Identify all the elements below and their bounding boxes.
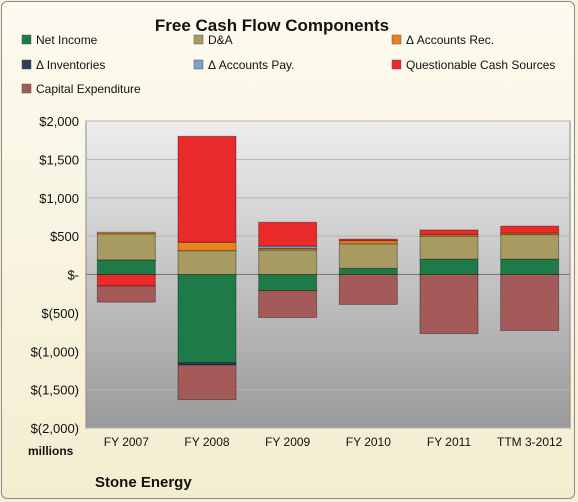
legend-label: D&A [208, 33, 233, 47]
y-tick-label: $(1,000) [31, 344, 79, 359]
legend: Net Income D&A Δ Accounts Rec. Δ Inventorie… [21, 33, 555, 96]
gridlines [86, 120, 570, 429]
x-axis: FY 2007 FY 2008 FY 2009 FY 2010 FY 2011 TTM 3… [104, 435, 563, 449]
bar-segment [500, 258, 560, 275]
legend-label: Δ Inventories [36, 58, 105, 72]
bar-segment [177, 135, 237, 243]
legend-swatch [21, 83, 32, 94]
bar-segment [500, 274, 560, 332]
legend-swatch [21, 34, 32, 45]
x-tick-label: FY 2011 [427, 435, 472, 449]
bar-segment [500, 225, 560, 234]
bar-segment [258, 274, 318, 292]
y-tick-label: $(500) [41, 306, 79, 321]
bars [96, 135, 560, 401]
bar-segment [338, 274, 398, 305]
y-tick-label: $500 [50, 229, 79, 244]
bar-segment [96, 285, 156, 303]
bar-segment [177, 241, 237, 252]
x-tick-label: TTM 3-2012 [497, 435, 563, 449]
y-tick-label: $- [67, 268, 79, 283]
bar-segment [500, 234, 560, 260]
y-tick-label: $(1,500) [31, 383, 79, 398]
bar-segment [419, 235, 479, 260]
bar-segment [419, 274, 479, 335]
x-tick-label: FY 2008 [184, 435, 229, 449]
unit-label: millions [28, 444, 74, 458]
legend-swatch [391, 59, 402, 70]
y-tick-label: $1,000 [39, 191, 79, 206]
bar-segment [96, 259, 156, 276]
bar-segment [419, 229, 479, 236]
bar-segment [258, 290, 318, 318]
bar-segment [177, 364, 237, 401]
legend-label: Δ Accounts Pay. [208, 58, 295, 72]
bar-segment [258, 221, 318, 247]
legend-label: Questionable Cash Sources [406, 58, 555, 72]
company-name: Stone Energy [95, 474, 192, 491]
legend-swatch [391, 34, 402, 45]
y-tick-label: $1,500 [39, 152, 79, 167]
bar-segment [96, 231, 156, 235]
y-tick-label: $(2,000) [31, 421, 79, 436]
legend-label: Net Income [36, 33, 98, 47]
bar-segment [338, 267, 398, 275]
legend-label: Capital Expenditure [36, 82, 141, 96]
y-axis: $2,000 $1,500 $1,000 $500 $- $(500) $(1,000) $(… [31, 114, 79, 436]
y-tick-label: $2,000 [39, 114, 79, 129]
legend-swatch [193, 59, 204, 70]
bar-segment [258, 249, 318, 276]
legend-swatch [21, 59, 32, 70]
x-tick-label: FY 2007 [104, 435, 149, 449]
bar-segment [338, 238, 398, 242]
chart-title: Free Cash Flow Components [155, 16, 389, 35]
bar-segment [177, 250, 237, 276]
x-tick-label: FY 2010 [346, 435, 391, 449]
bar-segment [338, 243, 398, 269]
bar-segment [96, 274, 156, 287]
bar-segment [177, 274, 237, 364]
x-tick-label: FY 2009 [265, 435, 310, 449]
legend-swatch [193, 34, 204, 45]
legend-label: Δ Accounts Rec. [406, 33, 494, 47]
bar-segment [419, 258, 479, 275]
bar-segment [96, 233, 156, 261]
